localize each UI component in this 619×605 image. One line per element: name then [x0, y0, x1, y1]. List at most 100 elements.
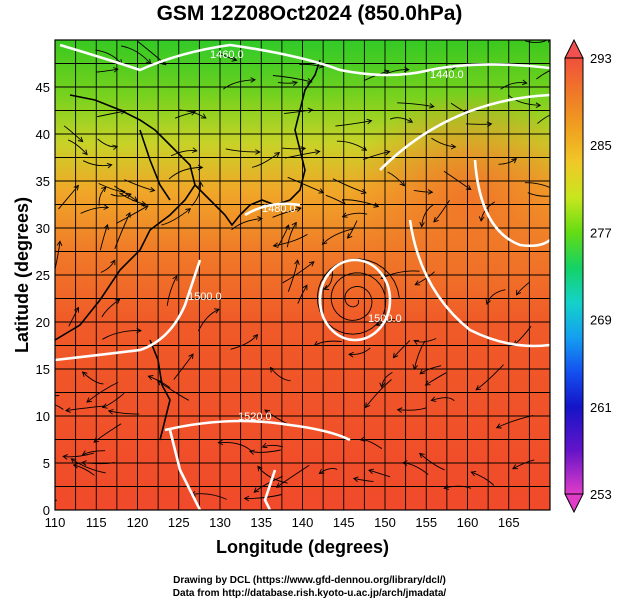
streamline-arrow	[348, 351, 354, 358]
streamline	[55, 404, 64, 410]
streamline-arrow	[114, 298, 121, 304]
streamline-arrow	[81, 450, 88, 456]
streamline-arrow	[200, 113, 207, 119]
streamline-arrow	[62, 454, 68, 460]
x-tick-label: 155	[415, 515, 437, 530]
streamline-arrow	[413, 339, 420, 345]
streamline-arrow	[364, 402, 371, 409]
contour-label: 1480.0	[262, 203, 296, 215]
streamline	[525, 40, 548, 43]
streamline-arrow	[231, 56, 238, 62]
streamline	[272, 75, 312, 83]
streamline-arrow	[419, 369, 426, 375]
x-tick-label: 130	[209, 515, 231, 530]
streamline-arrow	[396, 407, 403, 413]
streamline-arrow	[341, 212, 348, 218]
streamline-arrow	[418, 452, 425, 459]
contour-label: 1520.0	[238, 411, 272, 423]
streamline-arrow	[314, 149, 321, 155]
streamline	[335, 120, 372, 127]
streamline-arrow	[37, 400, 42, 405]
streamline-arrow	[253, 487, 260, 493]
streamline-arrow	[291, 80, 298, 87]
streamline	[178, 109, 207, 119]
colorbar-tick-label: 253	[590, 487, 612, 502]
streamline	[431, 137, 456, 148]
streamline-arrow	[188, 353, 194, 360]
y-axis-ticks: 0 5 10 15 20 25 30 35 40 45	[36, 80, 50, 518]
streamline-arrow	[424, 380, 431, 386]
streamline-arrow	[384, 149, 391, 156]
streamline-arrow	[248, 449, 255, 455]
colorbar-max-arrow	[564, 38, 584, 59]
streamline	[368, 469, 391, 478]
streamline	[287, 176, 324, 194]
streamline-arrow	[272, 242, 279, 248]
streamline	[225, 148, 260, 153]
chart-title: GSM 12Z08Oct2024 (850.0hPa)	[156, 2, 463, 25]
streamline	[82, 160, 112, 167]
streamline	[116, 205, 149, 224]
streamline-arrow	[318, 468, 325, 475]
streamline	[244, 494, 283, 499]
streamline-arrow	[295, 206, 302, 212]
streamline	[148, 375, 171, 389]
y-tick-label: 15	[36, 362, 50, 377]
streamline	[100, 259, 116, 273]
streamline-arrow	[77, 136, 84, 143]
streamline	[251, 152, 280, 168]
streamline	[341, 199, 379, 208]
streamline	[342, 212, 368, 218]
streamline	[433, 200, 450, 223]
x-tick-label: 120	[127, 515, 149, 530]
x-tick-label: 145	[333, 515, 355, 530]
streamline-arrow	[551, 194, 556, 199]
streamline-arrow	[113, 67, 119, 73]
streamline	[524, 182, 550, 189]
streamline	[67, 139, 88, 155]
streamline-arrow	[101, 403, 108, 409]
streamline	[110, 193, 132, 197]
streamline-arrow	[294, 259, 300, 266]
x-tick-label: 125	[168, 515, 190, 530]
streamline	[413, 338, 437, 343]
streamline-arrow	[485, 299, 491, 305]
streamline	[191, 182, 202, 207]
streamline	[253, 475, 283, 493]
streamline	[55, 241, 61, 270]
streamline	[114, 212, 131, 249]
x-tick-label: 110	[45, 515, 66, 530]
streamline-arrow	[264, 409, 271, 415]
credit-drawing: Drawing by DCL (https://www.gfd-dennou.o…	[173, 575, 446, 586]
streamline	[191, 493, 227, 500]
streamline	[101, 298, 120, 318]
streamline	[55, 499, 58, 502]
streamline	[500, 82, 527, 90]
streamline-arrow	[414, 280, 421, 286]
streamline	[82, 450, 106, 456]
streamline-arrow	[419, 221, 425, 228]
y-axis-label: Latitude (degrees)	[12, 196, 32, 354]
y-tick-label: 0	[43, 503, 50, 518]
streamline-arrow	[142, 205, 149, 211]
streamline	[419, 453, 445, 471]
streamline	[68, 307, 79, 327]
streamline-arrow	[149, 186, 156, 193]
streamline-arrow	[190, 110, 197, 116]
streamline-arrow	[551, 111, 556, 116]
streamline	[387, 171, 405, 186]
streamline-arrow	[217, 439, 224, 446]
streamline-arrow	[379, 382, 385, 389]
streamline	[230, 334, 258, 350]
streamline-arrow	[427, 189, 434, 195]
streamline	[218, 441, 252, 452]
streamline-arrow	[291, 221, 297, 228]
contour-label: 1500.0	[368, 313, 402, 325]
streamline	[431, 397, 455, 402]
colorbar-tick-label: 277	[590, 225, 612, 240]
streamline-arrow	[302, 284, 308, 291]
colorbar-tick-label: 269	[590, 313, 612, 328]
streamline	[362, 151, 390, 161]
streamline-arrow	[120, 109, 127, 115]
